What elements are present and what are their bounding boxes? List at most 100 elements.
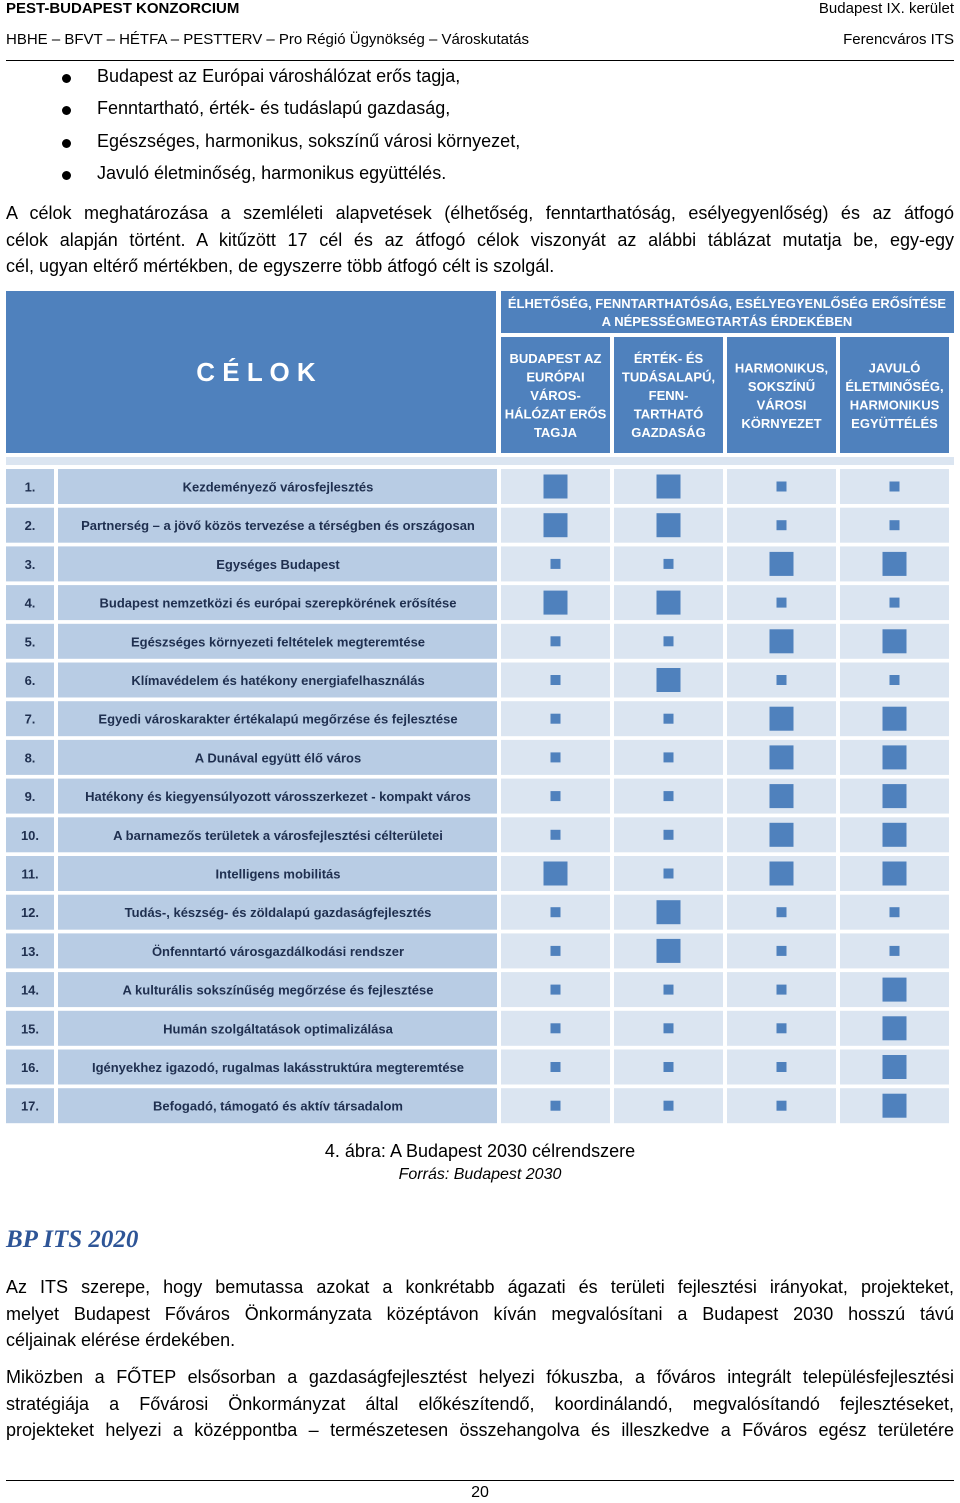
consortium-name: PEST-BUDAPEST KONZORCIUM xyxy=(6,0,240,17)
row-number-cell xyxy=(6,546,54,582)
weak-relation-marker xyxy=(550,1100,561,1111)
district-name: Budapest IX. kerület xyxy=(818,0,954,17)
weak-relation-marker xyxy=(550,752,561,763)
row-label: Partnerség – a jövő közös tervezése a té… xyxy=(81,518,475,533)
weak-relation-marker xyxy=(663,791,674,802)
title-panel xyxy=(6,291,496,453)
weak-relation-marker xyxy=(889,907,900,918)
strong-relation-marker xyxy=(882,1093,907,1118)
row-label: Klímavédelem és hatékony energiafelhaszn… xyxy=(131,673,424,688)
bullet-text: Fenntartható, érték- és tudáslapú gazdas… xyxy=(97,98,451,118)
weak-relation-marker xyxy=(889,675,900,685)
row-number-cell xyxy=(6,894,54,930)
row-number-cell xyxy=(6,972,54,1008)
row-number: 7. xyxy=(25,712,36,727)
page-number: 20 xyxy=(471,1484,489,1501)
row-number-cell xyxy=(6,507,54,543)
weak-relation-marker xyxy=(663,984,674,995)
strong-relation-marker xyxy=(882,629,907,654)
banner-text: A NÉPESSÉGMEGTARTÁS ÉRDEKÉBEN xyxy=(602,314,853,329)
row-number: 10. xyxy=(21,828,39,843)
strong-relation-marker xyxy=(882,784,907,809)
strong-relation-marker xyxy=(769,822,794,847)
column-header xyxy=(727,337,836,453)
column-header-text: FENN- xyxy=(649,388,689,403)
row-label-cell xyxy=(58,972,497,1008)
row-number-cell xyxy=(6,817,54,853)
weak-relation-marker xyxy=(663,713,674,724)
page-header: PEST-BUDAPEST KONZORCIUM HBHE – BFVT – H… xyxy=(6,0,954,61)
weak-relation-marker xyxy=(550,829,561,840)
strong-relation-marker xyxy=(882,706,907,731)
figure-source: Forrás: Budapest 2030 xyxy=(398,1166,562,1183)
row-number: 3. xyxy=(25,557,36,572)
row-label-cell xyxy=(58,1088,497,1124)
weak-relation-marker xyxy=(663,558,674,569)
weak-relation-marker xyxy=(776,520,787,531)
row-number-cell xyxy=(6,1049,54,1085)
weak-relation-marker xyxy=(663,1023,674,1034)
row-number: 4. xyxy=(25,596,36,611)
row-label-cell xyxy=(58,701,497,737)
strong-relation-marker xyxy=(656,668,681,692)
row-number: 12. xyxy=(21,905,39,920)
row-label: Hatékony és kiegyensúlyozott városszerke… xyxy=(85,789,471,804)
weak-relation-marker xyxy=(663,1062,674,1072)
strong-relation-marker xyxy=(882,551,907,576)
weak-relation-marker xyxy=(663,752,674,763)
row-number-cell xyxy=(6,1010,54,1046)
column-header-text: BUDAPEST AZ xyxy=(510,351,602,366)
row-label-cell xyxy=(58,585,497,621)
column-header-text: HARMONIKUS, xyxy=(735,360,828,375)
column-header-text: TARTHATÓ xyxy=(634,407,704,422)
row-number-cell xyxy=(6,623,54,659)
row-number-cell xyxy=(6,933,54,969)
strong-relation-marker xyxy=(656,474,681,499)
row-label-cell xyxy=(58,507,497,543)
strong-relation-marker xyxy=(769,861,794,886)
column-header-text: TAGJA xyxy=(534,425,578,440)
row-number: 13. xyxy=(21,944,39,959)
row-label: Önfenntartó városgazdálkodási rendszer xyxy=(152,944,404,959)
row-label-cell xyxy=(58,778,497,814)
weak-relation-marker xyxy=(663,1100,674,1111)
row-label: Tudás-, készség- és zöldalapú gazdaságfe… xyxy=(125,905,432,920)
strong-relation-marker xyxy=(656,590,681,615)
row-number: 1. xyxy=(25,480,36,495)
row-label: Kezdeményező városfejlesztés xyxy=(183,480,374,495)
weak-relation-marker xyxy=(776,675,787,685)
row-number-cell xyxy=(6,739,54,775)
column-header xyxy=(501,337,610,453)
row-label: Egészséges környezeti feltételek megtere… xyxy=(131,634,425,649)
bullet-icon xyxy=(62,74,71,83)
row-number-cell xyxy=(6,1088,54,1124)
row-number: 5. xyxy=(25,634,36,649)
column-header-text: JAVULÓ xyxy=(869,360,921,375)
bullet-text: Budapest az Európai városhálózat erős ta… xyxy=(97,66,461,86)
row-number-cell xyxy=(6,662,54,698)
strong-relation-marker xyxy=(882,977,907,1002)
strong-relation-marker xyxy=(882,1016,907,1041)
strong-relation-marker xyxy=(543,861,568,886)
row-label: Egyedi városkarakter értékalapú megőrzés… xyxy=(98,712,457,727)
row-label-cell xyxy=(58,933,497,969)
row-number-cell xyxy=(6,469,54,504)
column-header-text: VÁROS- xyxy=(530,388,581,403)
row-label: Egységes Budapest xyxy=(216,557,340,572)
weak-relation-marker xyxy=(550,907,561,918)
fotep-paragraph: Miközben a FŐTEP elsősorban a gazdaságfe… xyxy=(6,1364,954,1444)
column-header-text: TUDÁSALAPÚ, xyxy=(622,370,715,385)
weak-relation-marker xyxy=(550,675,561,685)
bullet-icon xyxy=(62,171,71,180)
bullet-icon xyxy=(62,139,71,148)
strong-relation-marker xyxy=(882,745,907,770)
banner-text: ÉLHETŐSÉG, FENNTARTHATÓSÁG, ESÉLYEGYENLŐ… xyxy=(508,296,947,311)
row-label: Igényekhez igazodó, rugalmas lakásstrukt… xyxy=(92,1060,464,1075)
bullet-text: Egészséges, harmonikus, sokszínű városi … xyxy=(97,131,521,151)
row-label: Intelligens mobilitás xyxy=(216,867,341,882)
strong-relation-marker xyxy=(769,745,794,770)
paragraph-line: Az ITS szerepe, hogy bemutassa azokat a … xyxy=(6,1277,954,1297)
column-header-text: KÖRNYEZET xyxy=(741,416,821,431)
row-label-cell xyxy=(58,1049,497,1085)
row-number: 6. xyxy=(25,673,36,688)
